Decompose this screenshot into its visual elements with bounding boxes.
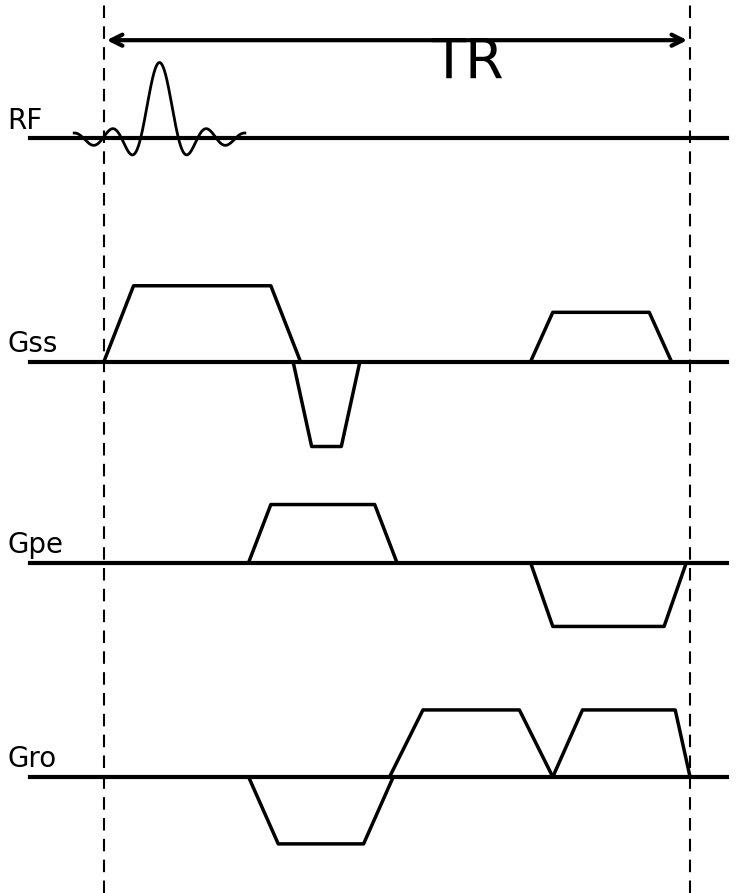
Text: RF: RF [7,107,43,135]
Text: Gpe: Gpe [7,531,63,559]
Text: TR: TR [431,36,504,89]
Text: Gro: Gro [7,746,56,773]
Text: Gss: Gss [7,330,58,358]
